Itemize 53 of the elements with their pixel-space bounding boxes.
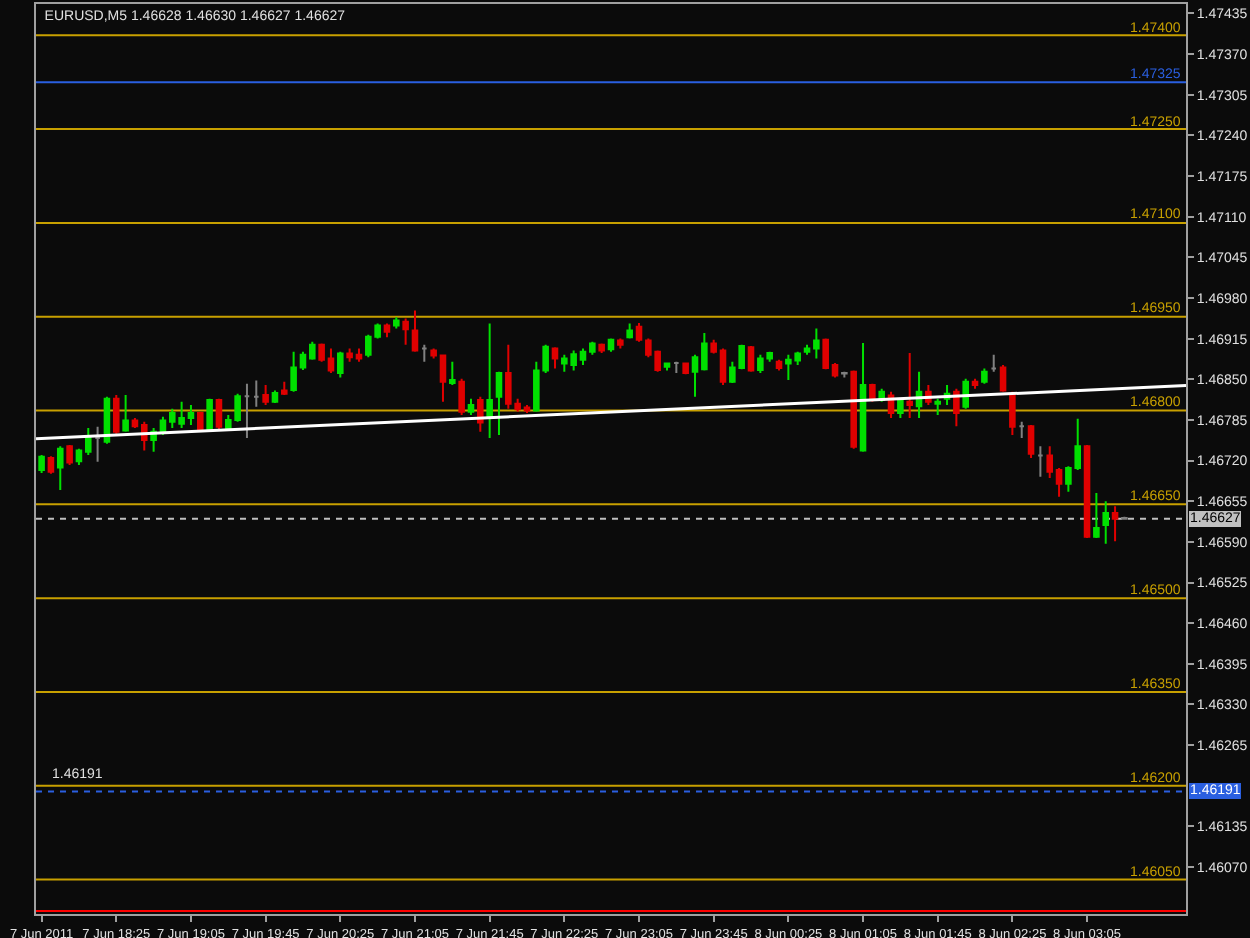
candlestick xyxy=(682,361,689,376)
candlestick xyxy=(934,397,941,416)
candlestick xyxy=(850,369,857,450)
candlestick xyxy=(626,322,633,340)
candlestick xyxy=(1037,445,1044,478)
candlestick xyxy=(971,377,979,390)
candlestick xyxy=(859,341,867,453)
candlestick xyxy=(47,455,55,475)
candlestick xyxy=(253,379,260,408)
candlestick xyxy=(617,337,624,350)
candlestick xyxy=(1083,443,1091,540)
candlestick xyxy=(56,445,64,491)
candlestick xyxy=(262,383,269,406)
candlestick xyxy=(206,397,213,433)
candlestick xyxy=(990,353,997,373)
candlestick xyxy=(495,370,503,436)
candlestick xyxy=(962,377,969,410)
candlestick xyxy=(663,362,671,372)
candlestick xyxy=(1102,500,1110,545)
candlestick xyxy=(122,393,129,433)
candlestick xyxy=(337,350,344,379)
candlestick xyxy=(197,410,204,433)
candlestick xyxy=(1009,390,1016,436)
candlestick xyxy=(598,343,605,354)
candlestick xyxy=(981,367,988,385)
candlestick xyxy=(215,397,223,431)
candlestick xyxy=(1018,420,1025,440)
candlestick xyxy=(94,425,101,463)
candlestick xyxy=(897,397,904,420)
candlestick xyxy=(999,363,1007,393)
candlestick xyxy=(1093,492,1100,540)
candlestick xyxy=(1111,505,1119,543)
candlestick xyxy=(38,453,45,475)
candlestick xyxy=(458,377,465,416)
candlestick xyxy=(747,345,755,373)
candlestick xyxy=(906,351,913,420)
candlestick xyxy=(775,358,783,372)
candlestick xyxy=(551,346,559,370)
candlestick xyxy=(841,370,848,379)
candlestick xyxy=(486,322,493,440)
candlestick xyxy=(1027,423,1035,460)
candlestick xyxy=(953,387,960,428)
candlestick xyxy=(449,360,456,386)
candlestick xyxy=(112,393,120,435)
candlestick xyxy=(281,380,288,396)
candlestick xyxy=(243,382,251,440)
candlestick xyxy=(421,343,428,363)
candlestick xyxy=(393,316,400,330)
candlestick xyxy=(673,360,680,374)
candlestick xyxy=(383,322,391,339)
candlestick xyxy=(467,397,475,416)
candlestick xyxy=(271,389,279,405)
candlestick xyxy=(66,443,73,466)
